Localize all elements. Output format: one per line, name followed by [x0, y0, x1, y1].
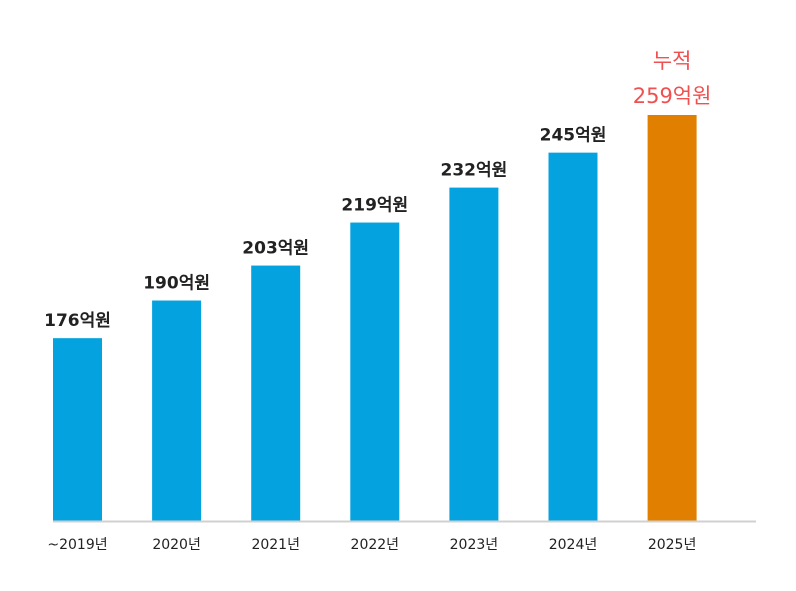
bar-5 — [548, 152, 598, 521]
data-label-5: 245억원 — [540, 126, 607, 146]
data-label-4: 232억원 — [441, 161, 508, 181]
x-tick-label-5: 2024년 — [549, 537, 598, 553]
bar-2 — [251, 265, 301, 521]
bar-6 — [647, 115, 697, 521]
data-label-0: 176억원 — [44, 311, 111, 331]
bar-4 — [449, 187, 499, 522]
highlight-prefix-label: 누적 — [653, 49, 692, 73]
bar-1 — [152, 300, 202, 521]
bar-3 — [350, 222, 400, 521]
x-tick-label-3: 2022년 — [351, 537, 400, 553]
data-label-1: 190억원 — [143, 274, 210, 294]
data-label-6: 259억원 — [633, 84, 712, 108]
x-tick-label-6: 2025년 — [648, 537, 697, 553]
data-label-2: 203억원 — [242, 239, 309, 259]
x-tick-label-4: 2023년 — [450, 537, 499, 553]
x-tick-label-0: ~2019년 — [47, 537, 107, 553]
bar-0 — [53, 338, 102, 521]
data-label-3: 219억원 — [341, 196, 408, 216]
x-tick-label-1: 2020년 — [152, 537, 201, 553]
x-tick-label-2: 2021년 — [251, 537, 300, 553]
